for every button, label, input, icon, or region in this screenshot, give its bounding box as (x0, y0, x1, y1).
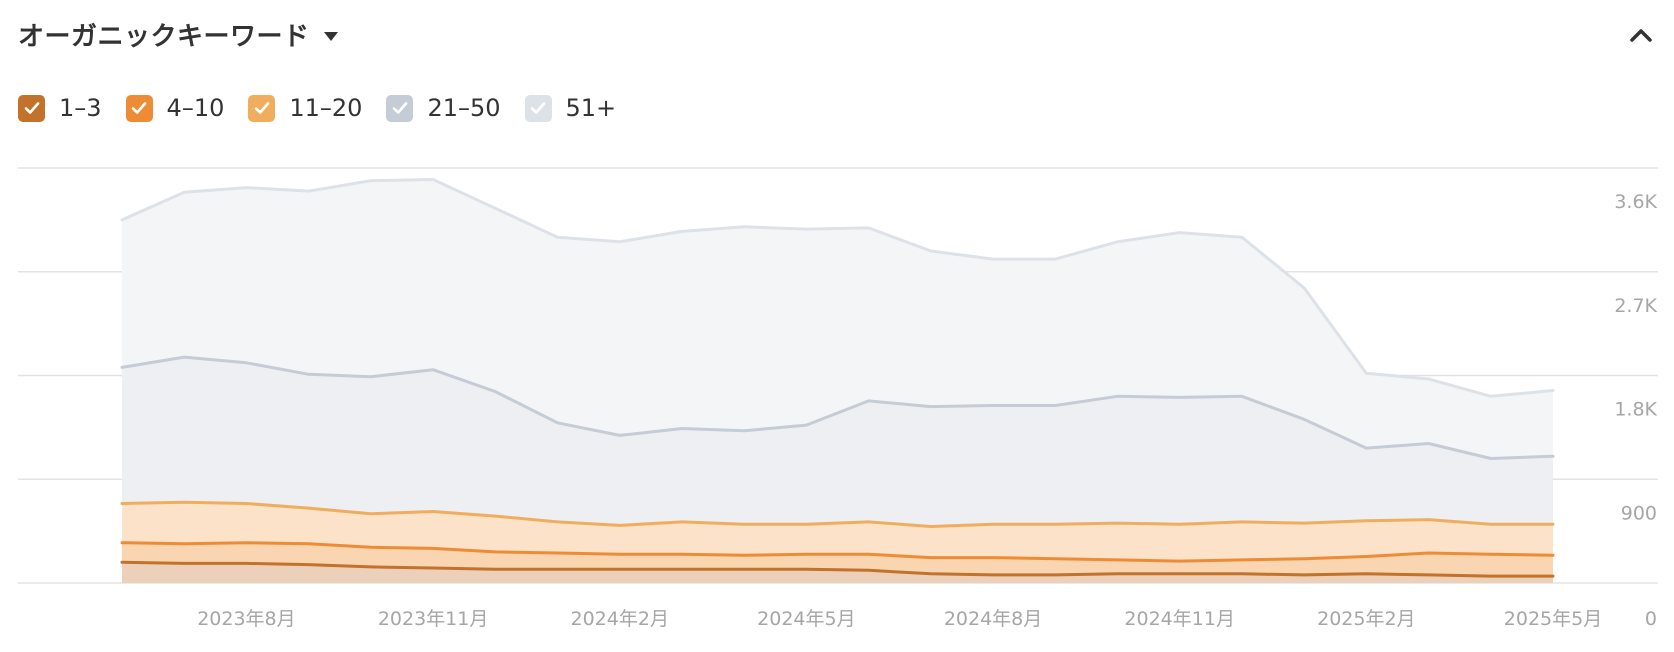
series-line-51[interactable] (120, 178, 1555, 398)
legend-label: 1–3 (59, 94, 102, 122)
series-line-21-50[interactable] (120, 355, 1555, 460)
legend-label: 4–10 (166, 94, 225, 122)
checkbox-icon[interactable] (524, 94, 552, 122)
x-tick-label: 2024年8月 (944, 608, 1042, 630)
checkbox-icon[interactable] (248, 94, 276, 122)
legend-label: 11–20 (289, 94, 363, 122)
title-dropdown[interactable]: オーガニックキーワード (18, 14, 338, 54)
x-tick-label: 2025年5月 (1504, 608, 1602, 630)
checkbox-icon[interactable] (18, 94, 45, 122)
x-tick-label: 2025年2月 (1317, 608, 1415, 630)
x-tick-label: 2024年11月 (1124, 608, 1235, 630)
y-tick-label: 0 (1645, 608, 1657, 630)
checkbox-icon[interactable] (125, 94, 153, 122)
y-tick-label: 1.8K (1614, 399, 1657, 421)
chart-title: オーガニックキーワード (18, 21, 310, 52)
x-tick-label: 2023年11月 (378, 608, 489, 630)
x-tick-label: 2023年8月 (197, 608, 295, 630)
series-area-1-3 (122, 562, 1553, 583)
legend-item-4-10[interactable]: 4–10 (125, 94, 225, 122)
legend: 1–3 4–10 11–20 21–50 51+ (18, 92, 640, 124)
check-icon (131, 102, 147, 114)
collapse-button[interactable] (1624, 18, 1658, 52)
caret-down-icon (323, 31, 338, 41)
chart-header: オーガニックキーワード (18, 14, 1658, 54)
area-layer (122, 179, 1553, 583)
legend-item-51-plus[interactable]: 51+ (524, 94, 617, 122)
x-tick-label: 2024年2月 (571, 608, 669, 630)
x-tick-label: 2024年5月 (757, 608, 855, 630)
series-line-11-20[interactable] (120, 500, 1555, 528)
chevron-up-icon (1630, 29, 1652, 42)
y-tick-label: 2.7K (1614, 295, 1657, 317)
check-icon (24, 102, 39, 114)
legend-item-11-20[interactable]: 11–20 (248, 94, 362, 122)
legend-item-1-3[interactable]: 1–3 (18, 94, 102, 122)
check-icon (530, 102, 546, 114)
y-tick-label: 3.6K (1614, 191, 1657, 213)
y-tick-label: 900 (1621, 502, 1657, 524)
x-axis: 2023年8月 2023年11月 2024年2月 2024年5月 2024年8月 2024… (197, 608, 1602, 630)
checkbox-icon[interactable] (386, 94, 414, 122)
check-icon (392, 102, 408, 114)
legend-item-21-50[interactable]: 21–50 (386, 94, 501, 122)
series-line-4-10[interactable] (120, 541, 1555, 563)
legend-label: 21–50 (427, 94, 501, 122)
check-icon (254, 102, 270, 114)
series-line-1-3[interactable] (120, 560, 1555, 578)
y-axis: 0 900 1.8K 2.7K 3.6K (1614, 191, 1657, 630)
legend-label: 51+ (565, 94, 617, 122)
line-layer (120, 178, 1555, 578)
